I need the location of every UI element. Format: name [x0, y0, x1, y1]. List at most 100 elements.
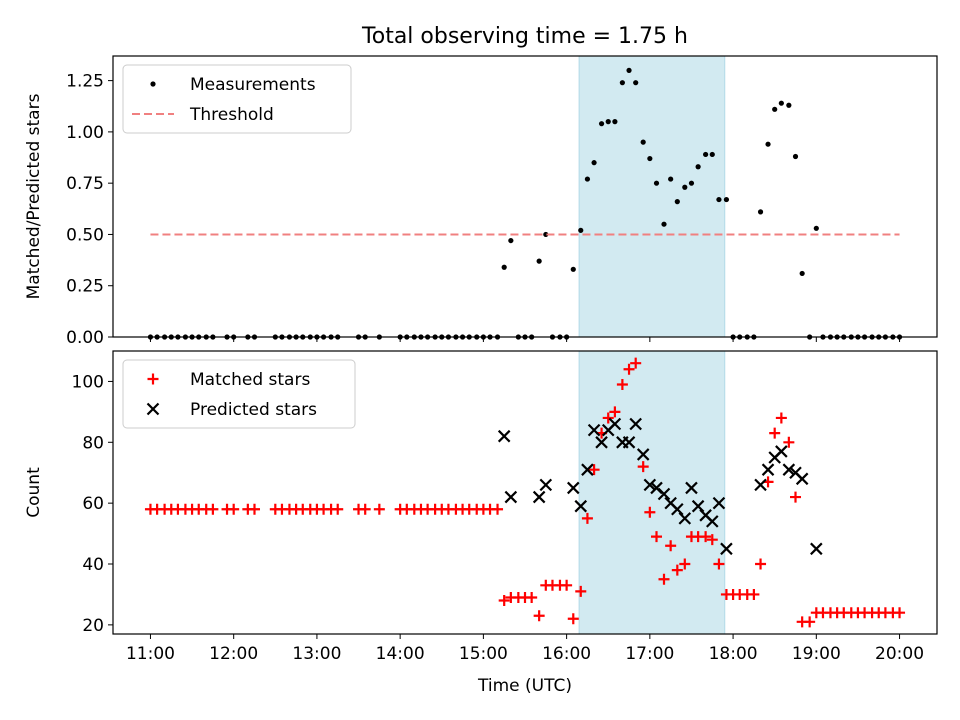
matched-star-point [748, 588, 760, 600]
x-tick-label: 19:00 [792, 644, 841, 664]
predicted-star-point [532, 490, 546, 504]
measurement-point [653, 180, 660, 186]
matched-star-point [588, 464, 600, 476]
measurement-point [682, 184, 688, 190]
y-tick-label: 0.50 [66, 225, 104, 245]
predicted-star-point [720, 542, 733, 556]
measurement-point [612, 119, 618, 125]
matched-star-point [713, 558, 725, 570]
x-tick-label: 12:00 [209, 644, 258, 664]
matched-star-point [373, 503, 385, 515]
predicted-star-point [782, 463, 796, 476]
measurement-point [633, 80, 639, 86]
x-tick-label: 14:00 [376, 644, 425, 664]
matched-star-point [706, 534, 718, 546]
measurement-point [703, 151, 709, 158]
matched-star-point [616, 378, 628, 390]
predicted-star-point [581, 463, 594, 476]
measurement-point [640, 139, 646, 145]
matched-star-point [790, 491, 802, 503]
matched-star-point [804, 616, 816, 628]
measurement-point [786, 102, 792, 108]
y-tick-label: 0.00 [66, 328, 104, 348]
x-tick-label: 16:00 [542, 644, 591, 664]
measurement-point [723, 196, 730, 203]
legend-label: Threshold [189, 105, 274, 125]
measurement-point [647, 155, 653, 162]
predicted-star-point [775, 445, 788, 458]
y-tick-label: 1.25 [66, 72, 104, 92]
measurement-point [772, 106, 778, 112]
predicted-star-point [678, 512, 692, 525]
y-tick-label: 0.75 [66, 174, 104, 194]
measurement-point [695, 164, 701, 170]
measurement-point [584, 176, 591, 182]
legend-x-swatch [146, 402, 160, 416]
axes-frame [112, 350, 938, 635]
measurement-point [792, 153, 799, 160]
y-tick-label: 100 [72, 372, 104, 392]
x-tick-label: 17:00 [625, 644, 674, 664]
matched-star-point [228, 503, 240, 515]
y-tick-label: 1.00 [66, 123, 104, 143]
predicted-star-point [497, 429, 511, 443]
measurement-point [765, 141, 771, 147]
measurement-point [501, 264, 507, 270]
x-tick-label: 11:00 [126, 644, 175, 664]
predicted-star-point [712, 496, 726, 510]
panel-2: 20 40 60 80 100 11:00 12:00 13:00 14:00 15:00 16:0… [24, 350, 938, 696]
matched-star-point [665, 540, 677, 552]
predicted-star-point [539, 478, 553, 492]
y-axis-label: Matched/Predicted stars [24, 93, 44, 299]
matched-star-point [561, 579, 573, 591]
matched-star-point [894, 607, 906, 619]
measurement-point [626, 67, 632, 73]
matched-star-point [533, 610, 545, 622]
y-tick-label: 0.25 [66, 277, 104, 297]
y-tick-label: 20 [82, 616, 104, 636]
predicted-star-point [643, 478, 657, 492]
x-axis-label: Time (UTC) [477, 676, 572, 696]
matched-star-point [783, 436, 795, 448]
predicted-star-point [587, 423, 601, 437]
panel-1: 0.00 0.25 0.50 0.75 1.00 1.25 Matched/Predicte… [24, 55, 938, 348]
predicted-star-point [566, 481, 580, 495]
matched-star-point [492, 503, 504, 515]
measurement-point [799, 270, 805, 277]
predicted-star-point [671, 502, 684, 516]
matched-star-point [332, 503, 344, 515]
measurement-point [508, 237, 514, 244]
matched-star-point [567, 613, 579, 625]
predicted-star-point [636, 448, 650, 461]
legend: Matched stars Predicted stars [122, 359, 356, 429]
measurement-point [688, 180, 695, 186]
x-tick-label: 15:00 [459, 644, 508, 664]
matched-star-point [637, 461, 649, 473]
matched-star-point [630, 357, 642, 369]
figure-title: Total observing time = 1.75 h [361, 24, 688, 49]
series-matched-stars [144, 357, 906, 628]
x-tick-label: 18:00 [709, 644, 758, 664]
measurement-point [674, 199, 680, 205]
matched-star-point [679, 558, 691, 570]
y-axis-label: Count [24, 467, 44, 518]
predicted-star-point [761, 463, 775, 476]
series-predicted-stars [497, 417, 823, 556]
measurement-point [757, 209, 764, 215]
predicted-star-point [608, 417, 622, 431]
matched-star-point [671, 564, 683, 576]
legend: Measurements Threshold [122, 64, 352, 134]
predicted-star-point [622, 436, 636, 449]
measurement-point [778, 100, 784, 106]
predicted-star-point [754, 478, 767, 492]
matched-star-point [602, 412, 614, 424]
measurement-point [668, 176, 674, 182]
matched-star-point [775, 412, 787, 424]
predicted-star-point [810, 542, 823, 556]
y-tick-label: 60 [82, 494, 104, 514]
predicted-star-point [685, 481, 698, 495]
matched-star-point [359, 503, 371, 515]
measurement-point [813, 225, 819, 231]
observing-window-shading [578, 55, 726, 338]
